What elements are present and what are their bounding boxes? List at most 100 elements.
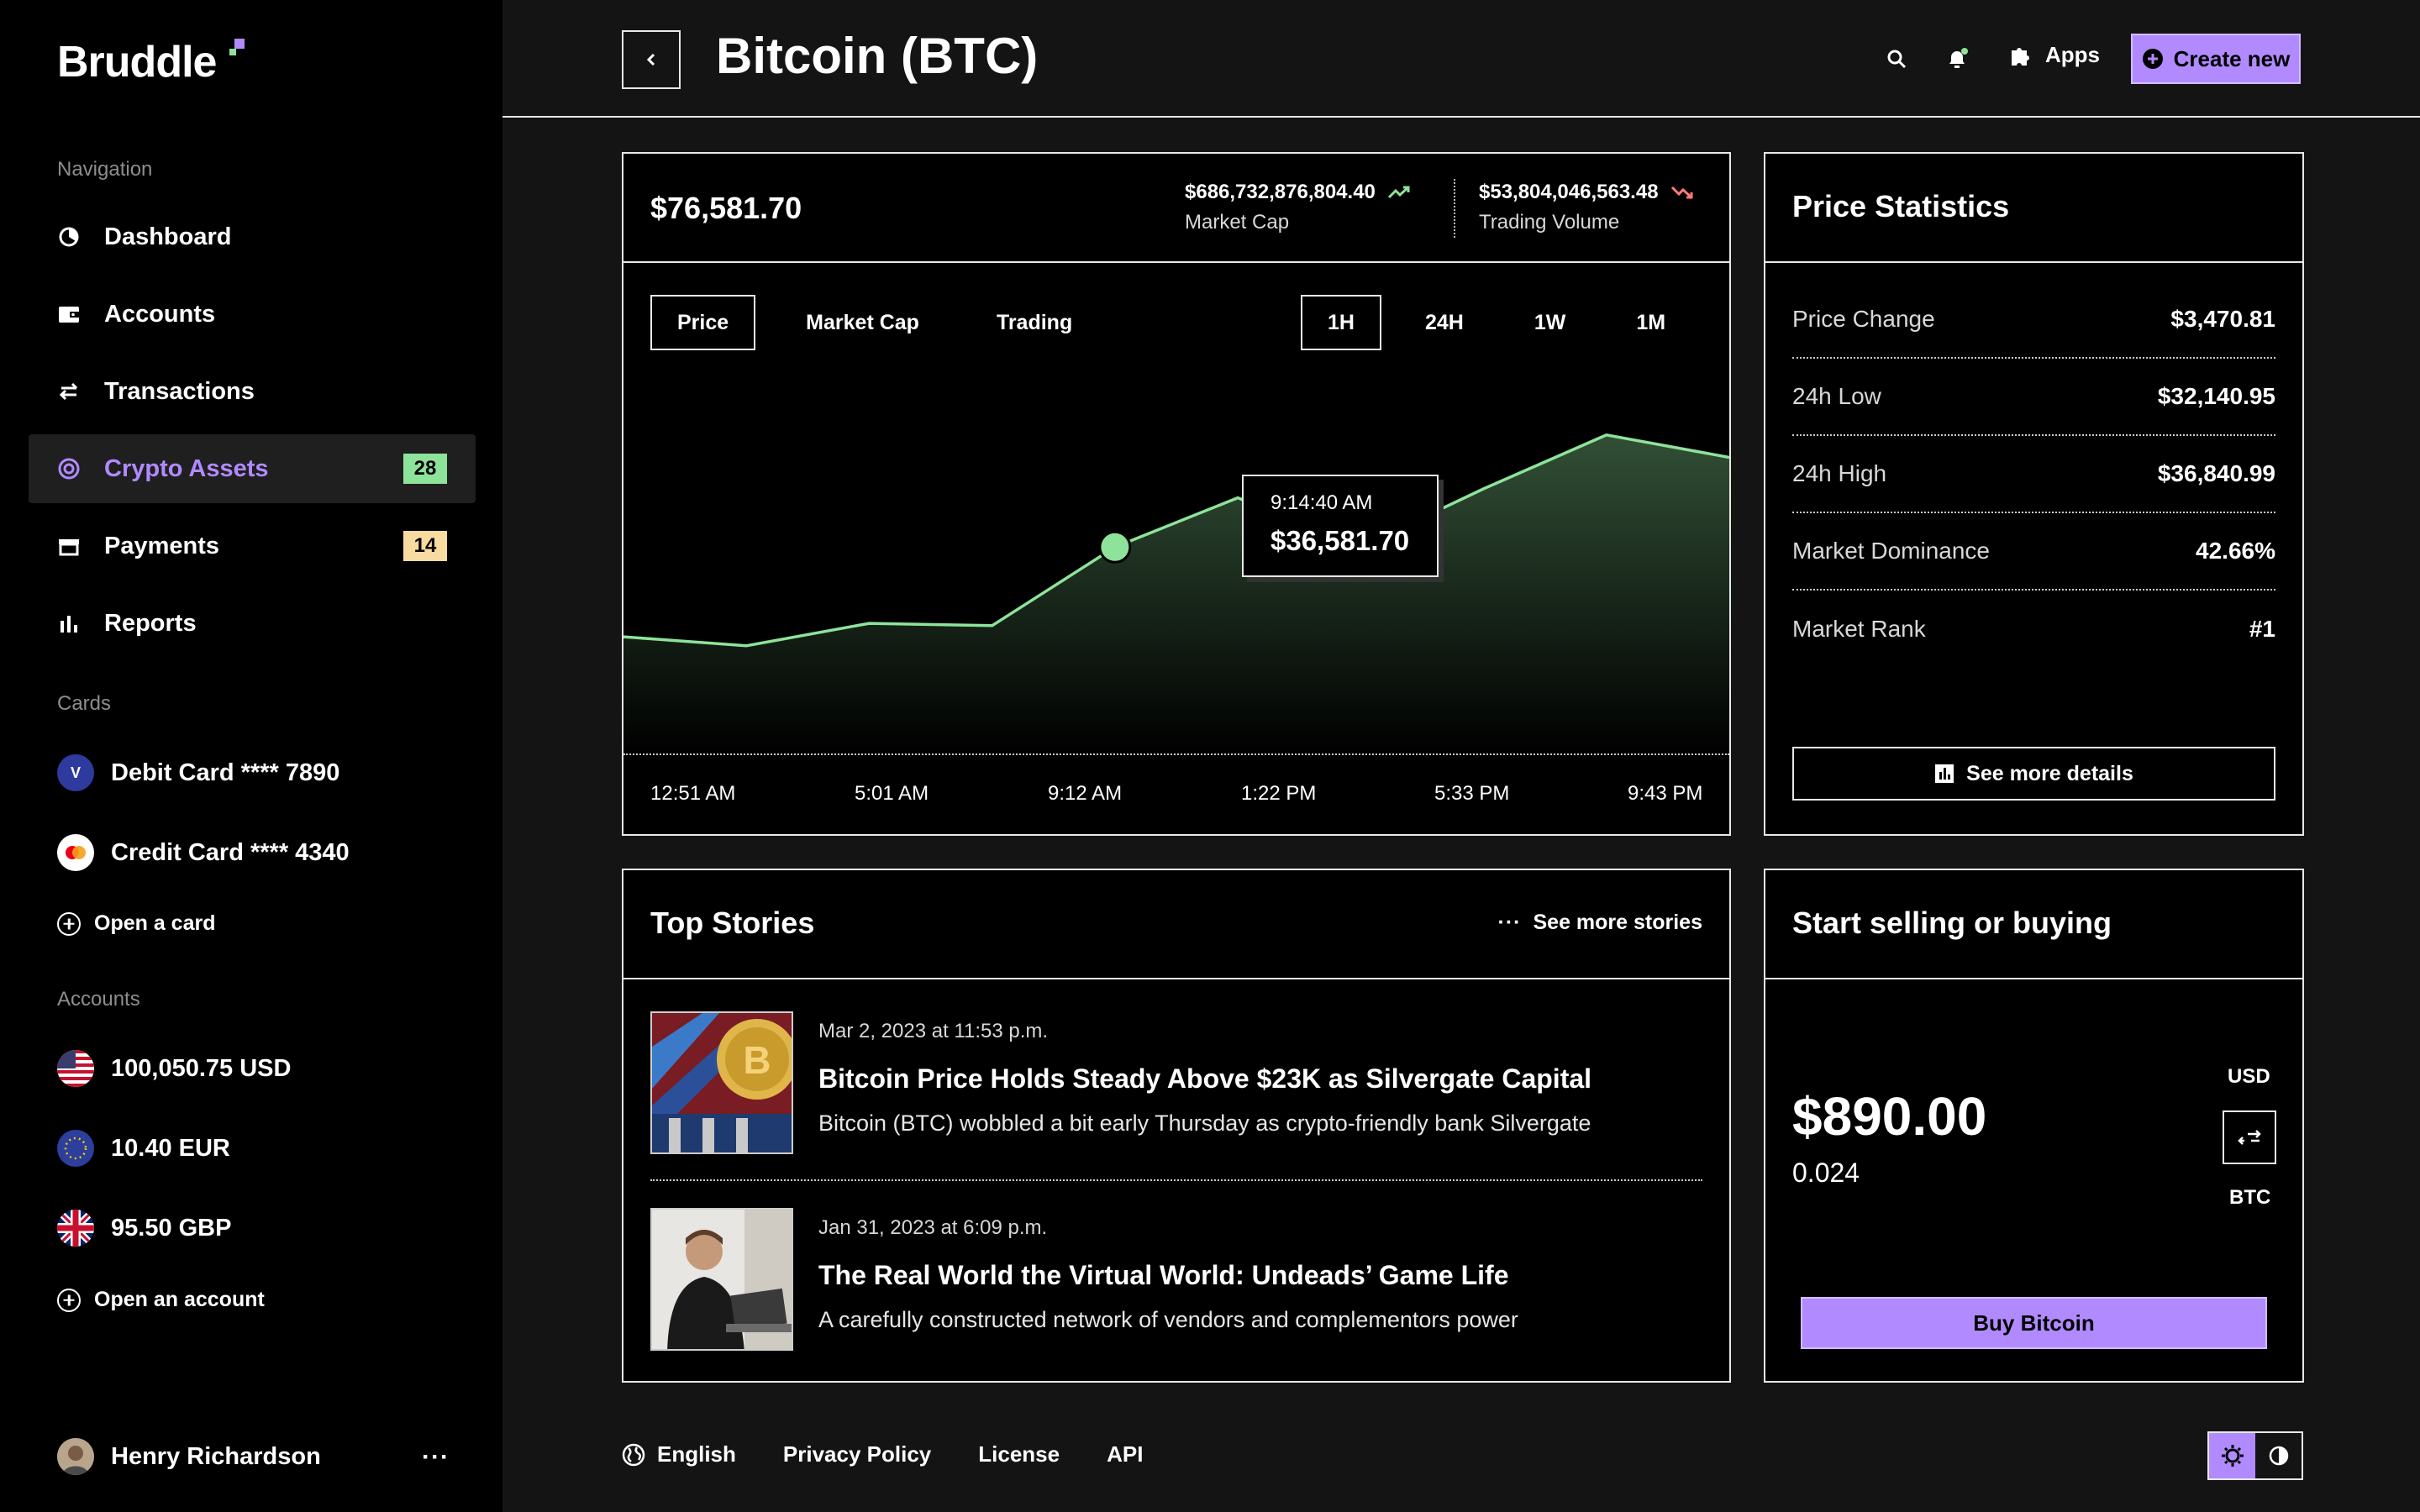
store-icon <box>57 534 81 558</box>
account-label: 10.40 EUR <box>111 1134 230 1162</box>
story-date: Mar 2, 2023 at 11:53 p.m. <box>818 1020 1049 1042</box>
nav-label: Transactions <box>104 377 255 405</box>
eu-flag-icon <box>57 1130 94 1167</box>
transfer-icon <box>57 380 81 403</box>
stat-label: Market Rank <box>1792 616 1926 642</box>
tab-1h[interactable]: 1H <box>1301 295 1381 350</box>
story-item[interactable]: Jan 31, 2023 at 6:09 p.m. The Real World… <box>650 1208 1702 1351</box>
stat-label: 24h Low <box>1792 383 1881 409</box>
stat-label: 24h High <box>1792 460 1887 486</box>
swap-currency-button[interactable] <box>2223 1110 2276 1164</box>
plus-circle-icon <box>2142 48 2164 70</box>
us-flag-icon <box>57 1050 94 1087</box>
api-link[interactable]: API <box>1107 1441 1144 1467</box>
privacy-policy-link[interactable]: Privacy Policy <box>782 1441 932 1467</box>
story-divider <box>650 1179 1702 1181</box>
nav-item-transactions[interactable]: Transactions <box>29 357 476 426</box>
see-more-stories-button[interactable]: ··· See more stories <box>1498 911 1702 935</box>
story-item[interactable]: B Mar 2, 2023 at 11:53 p.m. Bitcoin Pric… <box>650 1011 1702 1154</box>
tab-24h[interactable]: 24H <box>1424 310 1464 334</box>
tab-1m[interactable]: 1M <box>1636 310 1666 334</box>
nav-label: Payments <box>104 532 220 559</box>
apps-label: Apps <box>2045 42 2100 67</box>
user-profile[interactable]: Henry Richardson <box>57 1438 321 1475</box>
nav-label: Crypto Assets <box>104 454 269 482</box>
crypto-icon <box>57 457 81 480</box>
story-thumbnail <box>650 1208 793 1351</box>
svg-text:V: V <box>71 764 81 781</box>
stat-value: $36,840.99 <box>2157 460 2275 486</box>
visa-icon: V <box>57 754 94 791</box>
chevron-left-icon <box>646 53 655 66</box>
trade-title: Start selling or buying <box>1792 906 2112 940</box>
trend-down-icon <box>1670 185 1694 200</box>
theme-toggle[interactable] <box>2207 1431 2303 1480</box>
stat-divider <box>1454 179 1455 238</box>
stat-label: Market Dominance <box>1792 538 1990 564</box>
nav-item-reports[interactable]: Reports <box>29 589 476 658</box>
tab-1w[interactable]: 1W <box>1534 310 1566 334</box>
price-statistics-card: Price Statistics Price Change $3,470.81 … <box>1764 152 2304 836</box>
open-account-link[interactable]: Open an account <box>57 1288 265 1312</box>
trading-volume-value: $53,804,046,563.48 <box>1479 181 1659 203</box>
account-item-usd[interactable]: 100,050.75 USD <box>57 1050 291 1087</box>
story-summary: Bitcoin (BTC) wobbled a bit early Thursd… <box>818 1110 1591 1136</box>
trade-header: Start selling or buying <box>1765 870 2302 979</box>
nav-item-dashboard[interactable]: Dashboard <box>29 202 476 271</box>
language-selector[interactable]: English <box>657 1441 736 1467</box>
x-tick-label: 9:12 AM <box>1048 782 1123 805</box>
story-thumbnail: B <box>650 1011 793 1154</box>
nav-item-payments[interactable]: Payments 14 <box>29 512 476 580</box>
nav-label: Dashboard <box>104 223 232 250</box>
search-icon[interactable] <box>1882 45 1911 73</box>
see-more-details-button[interactable]: See more details <box>1792 747 2275 801</box>
open-card-link[interactable]: Open a card <box>57 911 216 936</box>
dark-mode-button[interactable] <box>2255 1433 2302 1478</box>
stat-label: Price Change <box>1792 306 1935 332</box>
apps-button[interactable]: Apps <box>2008 42 2100 68</box>
story-summary: A carefully constructed network of vendo… <box>818 1307 1518 1332</box>
payments-badge: 14 <box>403 531 447 561</box>
card-item-debit[interactable]: V Debit Card **** 7890 <box>57 754 339 791</box>
create-new-label: Create new <box>2173 45 2291 71</box>
see-more-details-label: See more details <box>1966 761 2133 785</box>
sidebar: Bruddle Navigation Dashboard Accounts Tr… <box>0 0 502 1512</box>
user-more-button[interactable]: ··· <box>422 1443 450 1471</box>
account-label: 95.50 GBP <box>111 1214 232 1242</box>
stat-row-market-rank: Market Rank #1 <box>1792 591 2275 668</box>
moon-icon <box>2269 1446 2288 1466</box>
page-title: Bitcoin (BTC) <box>716 28 1039 84</box>
license-link[interactable]: License <box>978 1441 1060 1467</box>
market-cap-value: $686,732,876,804.40 <box>1185 181 1376 203</box>
avatar <box>57 1438 94 1475</box>
trade-amount-input[interactable]: $890.00 <box>1792 1086 1987 1147</box>
bell-icon[interactable] <box>1943 45 1971 73</box>
trade-card: Start selling or buying $890.00 0.024 US… <box>1764 869 2304 1383</box>
tab-trading[interactable]: Trading <box>996 310 1073 334</box>
price-chart[interactable] <box>623 372 1729 753</box>
tab-market-cap[interactable]: Market Cap <box>806 310 919 334</box>
mastercard-icon <box>57 834 94 871</box>
stat-value: $3,470.81 <box>2170 306 2275 332</box>
account-item-eur[interactable]: 10.40 EUR <box>57 1130 230 1167</box>
tab-price[interactable]: Price <box>650 295 756 350</box>
footer: English Privacy Policy License API <box>622 1441 1190 1467</box>
nav-item-crypto-assets[interactable]: Crypto Assets 28 <box>29 434 476 503</box>
create-new-button[interactable]: Create new <box>2131 34 2301 84</box>
account-item-gbp[interactable]: 95.50 GBP <box>57 1210 231 1247</box>
price-statistics-header: Price Statistics <box>1765 154 2302 263</box>
sun-icon <box>2221 1445 2244 1467</box>
story-title[interactable]: Bitcoin Price Holds Steady Above $23K as… <box>818 1063 1592 1094</box>
nav-item-accounts[interactable]: Accounts <box>29 280 476 349</box>
story-title[interactable]: The Real World the Virtual World: Undead… <box>818 1260 1509 1290</box>
stat-row-price-change: Price Change $3,470.81 <box>1792 281 2275 359</box>
back-button[interactable] <box>622 30 681 89</box>
cards-section-label: Cards <box>57 692 112 715</box>
app-logo[interactable]: Bruddle <box>57 38 217 87</box>
market-cap-label: Market Cap <box>1185 211 1290 234</box>
buy-bitcoin-button[interactable]: Buy Bitcoin <box>1801 1297 2267 1349</box>
price-statistics-title: Price Statistics <box>1792 189 2010 223</box>
card-item-credit[interactable]: Credit Card **** 4340 <box>57 834 350 871</box>
range-tabs: 1H 24H 1W 1M <box>1301 295 1692 350</box>
light-mode-button[interactable] <box>2209 1433 2255 1478</box>
